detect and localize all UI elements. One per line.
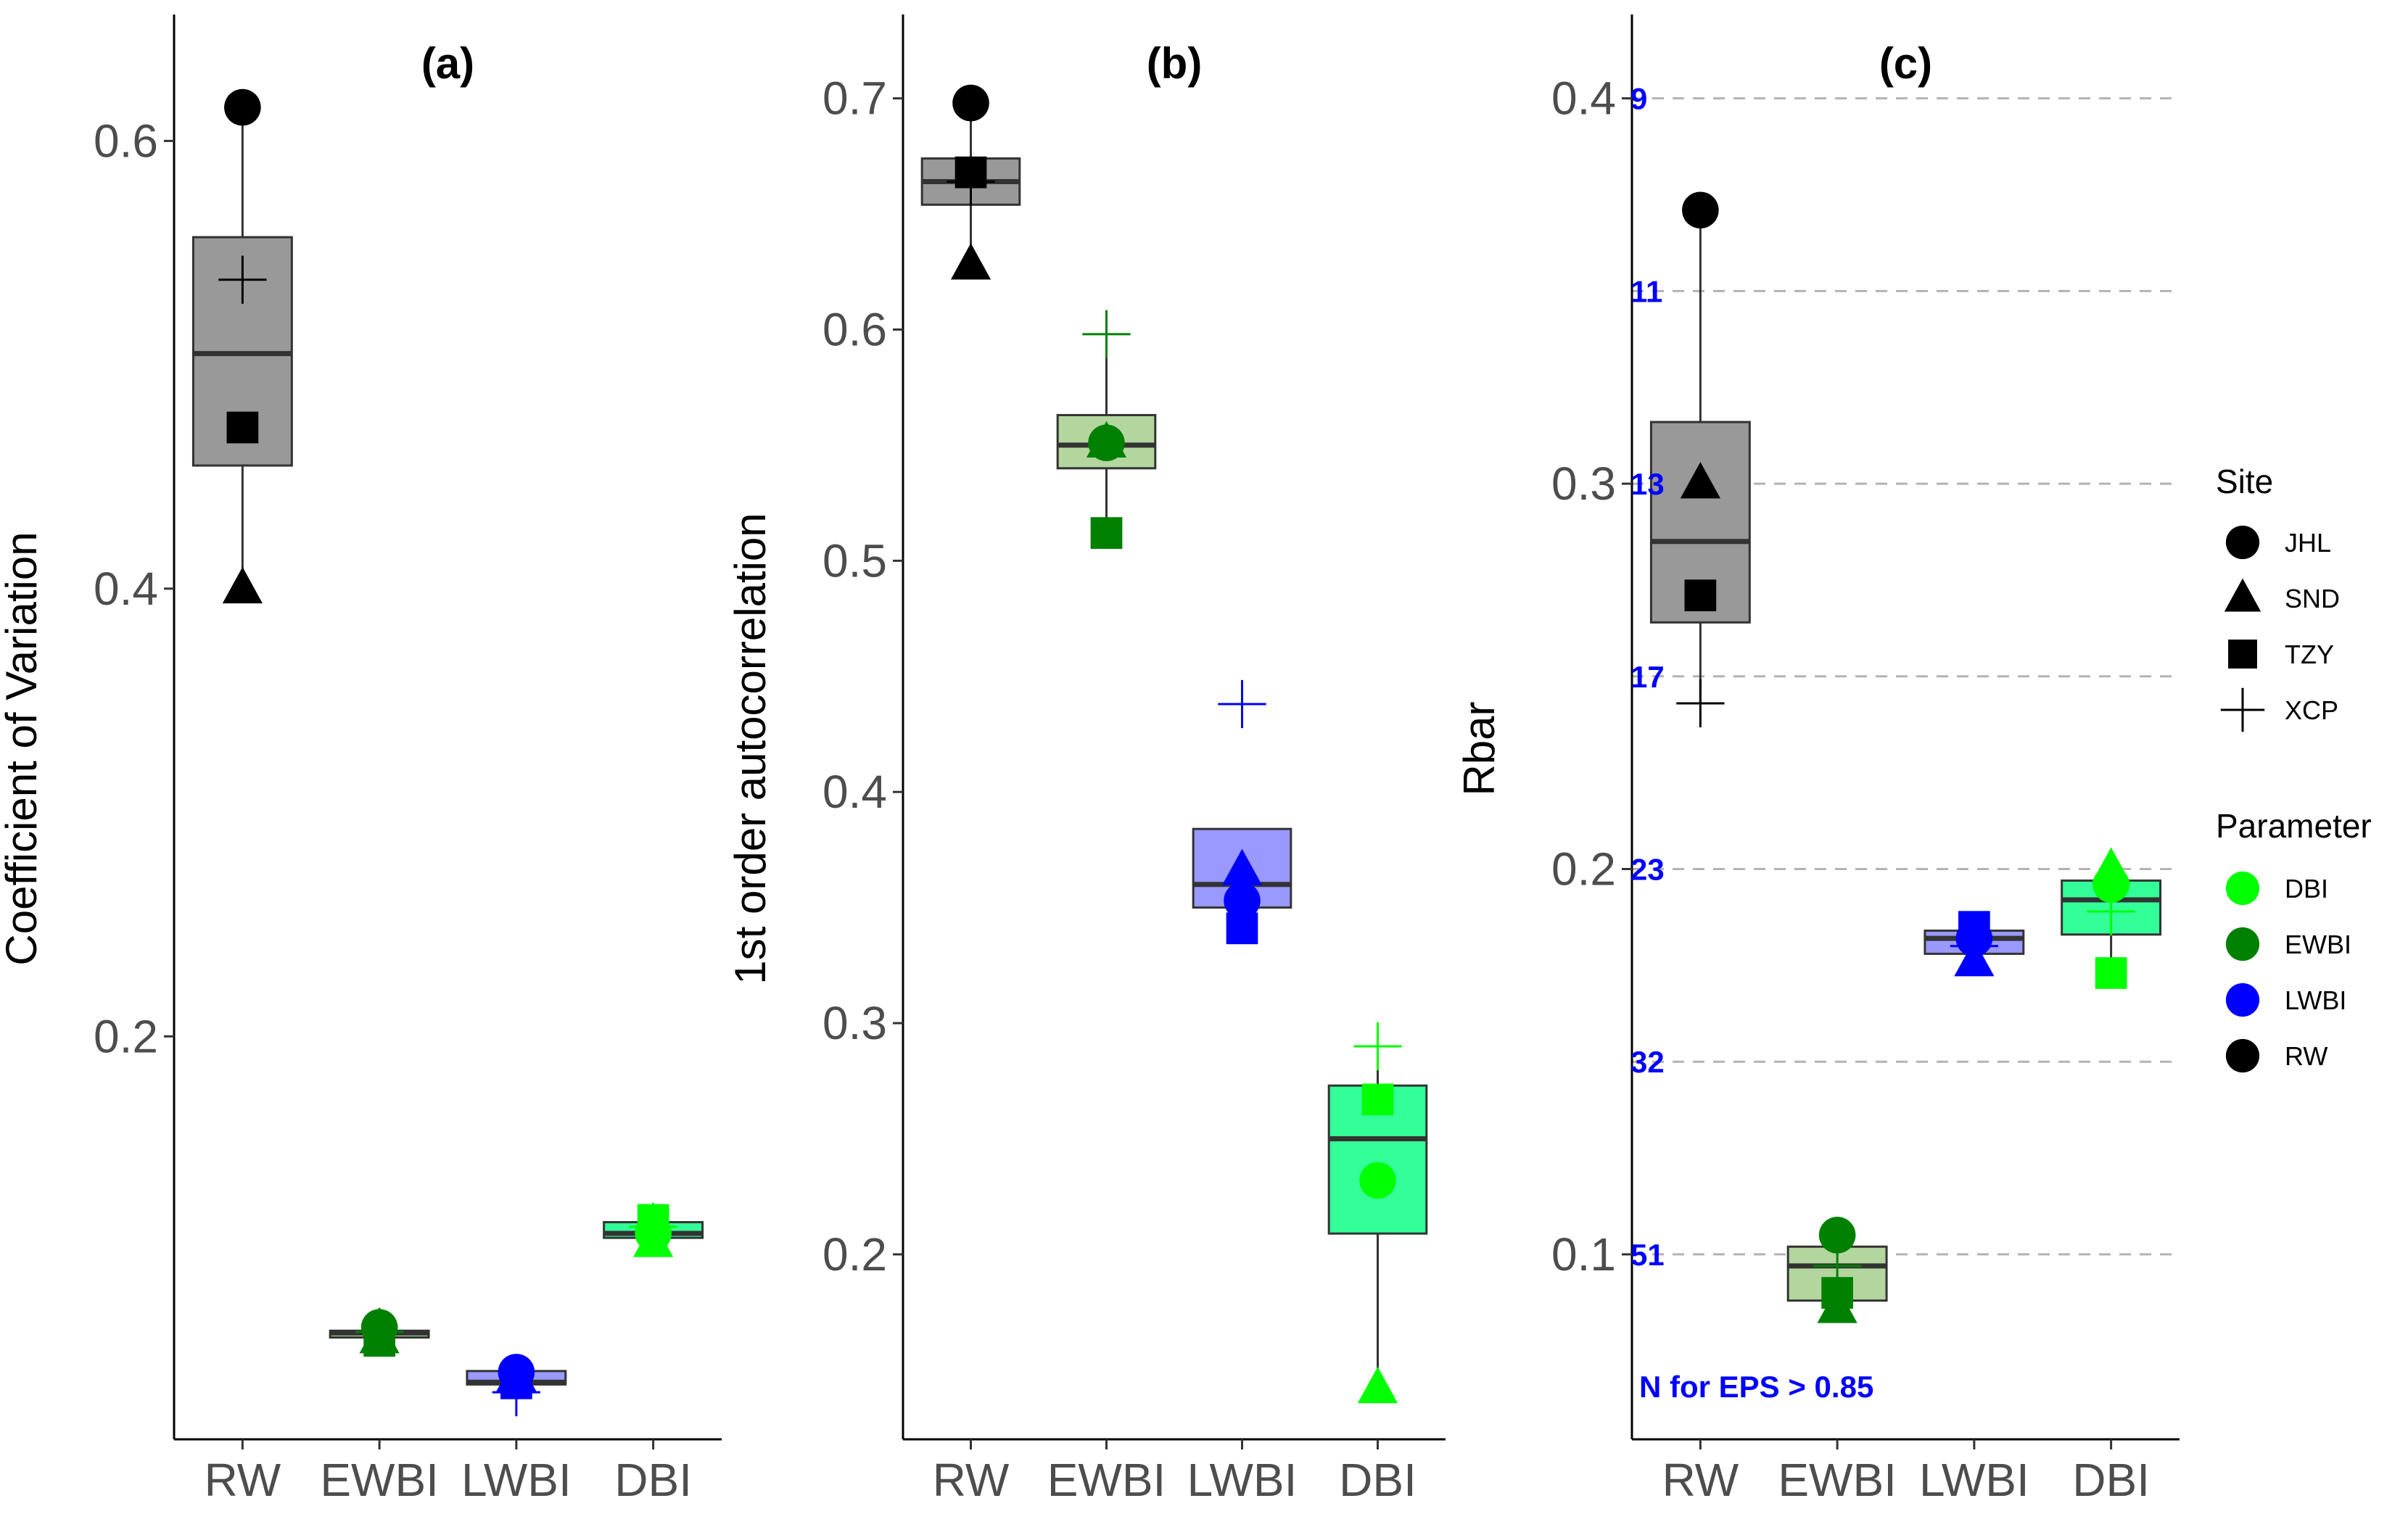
x-tick-label: DBI [2072, 1454, 2150, 1506]
x-tick-label: RW [1662, 1454, 1739, 1506]
legend-site-key-xcp [2220, 687, 2265, 732]
y-tick-label: 0.3 [1551, 458, 1616, 510]
point-xcp [947, 157, 995, 206]
legend-parameter-label: LWBI [2285, 985, 2346, 1015]
y-tick-label: 0.4 [822, 766, 887, 818]
point-snd [1680, 462, 1720, 499]
point-jhl [1224, 882, 1261, 919]
point-xcp [1813, 1241, 1862, 1290]
y-tick-label: 0.2 [94, 1010, 158, 1062]
point-xcp [629, 1202, 677, 1251]
point-xcp [1353, 1022, 1402, 1071]
x-tick-label: LWBI [1187, 1454, 1298, 1506]
x-tick-label: DBI [614, 1454, 692, 1506]
x-tick-label: DBI [1339, 1454, 1417, 1506]
x-tick-label: LWBI [461, 1454, 572, 1506]
eps-annotation: N for EPS > 0.85 [1639, 1370, 1873, 1404]
legend-site-label: JHL [2285, 528, 2331, 558]
y-tick-label: 0.5 [822, 534, 887, 587]
legend-site-label: XCP [2285, 695, 2338, 725]
eps-n-label: 23 [1630, 852, 1665, 886]
legend-site-title: Site [2216, 463, 2273, 500]
point-snd [222, 566, 263, 604]
point-tzy [1226, 912, 1258, 945]
y-tick-label: 0.6 [94, 115, 158, 167]
point-tzy [1684, 579, 1717, 612]
legend-parameter-key-rw [2225, 1038, 2260, 1073]
x-tick-label: EWBI [1047, 1454, 1166, 1506]
eps-n-label: 32 [1630, 1045, 1665, 1079]
point-snd [950, 243, 991, 280]
x-tick-label: EWBI [320, 1454, 439, 1506]
point-tzy [1090, 517, 1123, 549]
legend-site-key-tzy [2228, 640, 2257, 669]
point-xcp [1950, 922, 1998, 970]
y-tick-label: 0.7 [822, 73, 887, 125]
panel-a: 0.2 0.4 0.6 RW EWBI LWBI DBI (a) Coefficient of … [0, 15, 722, 1506]
legend-parameter-key-dbi [2225, 871, 2260, 906]
legend-parameter-title: Parameter [2216, 807, 2372, 845]
y-tick-label: 0.6 [822, 304, 887, 356]
point-xcp [218, 255, 267, 304]
y-tick-label: 0.2 [1551, 843, 1616, 895]
point-jhl [1359, 1162, 1396, 1199]
y-tick-label: 0.2 [822, 1228, 887, 1281]
point-xcp [355, 1307, 404, 1356]
point-jhl [1682, 191, 1719, 229]
point-snd [1221, 848, 1263, 885]
point-snd [1086, 421, 1127, 458]
point-tzy [226, 411, 259, 444]
legend-parameter-key-lwbi [2225, 983, 2260, 1017]
panel-title: (b) [1147, 39, 1203, 88]
eps-n-label: 17 [1630, 660, 1665, 694]
point-xcp [2087, 887, 2135, 936]
panel-title: (c) [1879, 39, 1932, 88]
point-xcp [492, 1368, 540, 1417]
point-jhl [224, 88, 261, 126]
eps-n-label: 51 [1630, 1238, 1665, 1272]
point-jhl [1818, 1217, 1856, 1254]
point-xcp [1218, 679, 1266, 729]
legend-site-entries: JHL SND TZY XCP [2220, 525, 2340, 732]
point-snd [1357, 1366, 1398, 1404]
point-tzy [1361, 1083, 1394, 1116]
y-axis-title: 1st order autocorrelation [726, 513, 775, 984]
x-tick-label: EWBI [1778, 1454, 1897, 1506]
point-tzy [2095, 957, 2127, 989]
legend-parameter-key-ewbi [2225, 927, 2260, 961]
legend-parameter-entries: DBI EWBI LWBI RW [2225, 871, 2351, 1073]
point-xcp [1082, 310, 1131, 359]
legend-site-label: TZY [2285, 640, 2334, 669]
point-xcp [1676, 679, 1725, 728]
eps-n-label: 9 [1630, 82, 1647, 116]
point-snd [2091, 847, 2132, 884]
panel-c: 0.1 0.2 0.3 0.4 RW EWBI LWBI DBI (c) Rbar 9 11 13 17 2… [1455, 15, 2180, 1506]
y-tick-label: 0.1 [1551, 1228, 1616, 1281]
y-tick-label: 0.3 [822, 997, 887, 1049]
legend-site-key-snd [2224, 578, 2261, 612]
panel-b: 0.2 0.3 0.4 0.5 0.6 0.7 RW EWBI LWBI DBI (b) 1st or… [726, 15, 1446, 1506]
legend-parameter-label: RW [2285, 1041, 2327, 1071]
chart-legend: Site JHL SND TZY XCP Parameter DBI EWBI LWBI R… [2216, 463, 2372, 1073]
eps-n-label: 13 [1630, 467, 1665, 501]
panel-title: (a) [421, 39, 474, 88]
x-tick-label: RW [205, 1454, 281, 1506]
y-tick-label: 0.4 [94, 563, 158, 615]
legend-site-label: SND [2285, 584, 2340, 613]
legend-parameter-label: EWBI [2285, 930, 2351, 959]
y-tick-label: 0.4 [1551, 73, 1616, 125]
x-tick-label: RW [933, 1454, 1010, 1506]
legend-site-key-jhl [2225, 525, 2260, 560]
y-axis-title: Rbar [1455, 701, 1504, 795]
x-tick-label: LWBI [1919, 1454, 2029, 1506]
point-jhl [952, 84, 989, 122]
y-axis-title: Coefficient of Variation [0, 531, 46, 965]
eps-n-label: 11 [1630, 274, 1662, 308]
legend-parameter-label: DBI [2285, 874, 2328, 903]
chart-panels: 0.2 0.4 0.6 RW EWBI LWBI DBI (a) Coefficient of … [0, 15, 2180, 1506]
